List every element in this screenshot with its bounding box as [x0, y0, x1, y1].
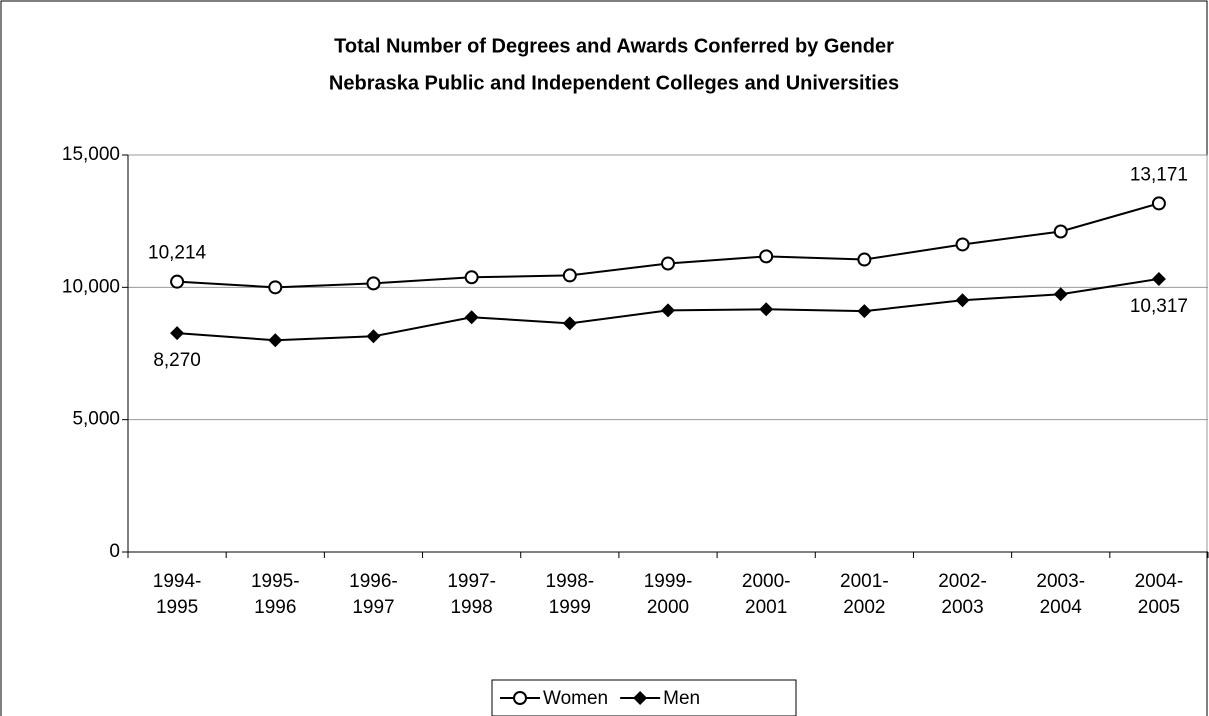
- point: [170, 274, 185, 289]
- point: [759, 302, 774, 317]
- point: [366, 329, 381, 344]
- point: [170, 326, 185, 341]
- legend-label: Men: [663, 688, 700, 709]
- x-tick-label: 1996-1997: [349, 571, 398, 618]
- x-tick-label: 2003-2004: [1036, 571, 1085, 618]
- x-tick-label: 2000-2001: [742, 571, 791, 618]
- point: [1151, 271, 1166, 286]
- point: [562, 268, 577, 283]
- point: [562, 316, 577, 331]
- x-tick-label: 1995-1996: [251, 571, 300, 618]
- x-tick-label: 2004-2005: [1135, 571, 1184, 618]
- point: [661, 256, 675, 271]
- y-tick-label: 5,000: [72, 409, 120, 430]
- point: [464, 270, 479, 285]
- x-tick-label: 2001-2002: [840, 571, 889, 618]
- point: [955, 237, 970, 252]
- point: [464, 310, 479, 325]
- point: [268, 280, 283, 295]
- x-tick-label: 1998-1999: [546, 571, 595, 618]
- data-label: 8,270: [153, 350, 201, 371]
- point: [1053, 224, 1068, 239]
- data-label: 13,171: [1130, 164, 1188, 185]
- y-tick-label: 10,000: [62, 276, 120, 297]
- x-tick-label: 1994-1995: [153, 571, 202, 618]
- chart-subtitle: Nebraska Public and Independent Colleges…: [329, 72, 899, 94]
- legend-marker: [513, 691, 527, 705]
- y-tick-label: 15,000: [62, 144, 120, 165]
- x-tick-label: 1997-1998: [447, 571, 496, 618]
- point: [1151, 196, 1166, 211]
- data-label: 10,214: [148, 243, 207, 264]
- point: [661, 303, 675, 318]
- legend-label: Women: [543, 688, 608, 709]
- x-tick-label: 2002-2003: [938, 571, 987, 618]
- point: [759, 249, 774, 264]
- point: [268, 333, 283, 348]
- point: [857, 304, 872, 319]
- x-tick-label: 1999-2000: [644, 571, 693, 618]
- point: [366, 276, 381, 291]
- legend: Women Men: [491, 679, 797, 716]
- legend-marker: [633, 691, 648, 705]
- chart-title: Total Number of Degrees and Awards Confe…: [334, 35, 894, 57]
- point: [955, 293, 970, 308]
- point: [1053, 287, 1068, 302]
- point: [857, 252, 872, 267]
- y-tick-label: 0: [109, 541, 120, 562]
- data-label: 10,317: [1130, 296, 1188, 317]
